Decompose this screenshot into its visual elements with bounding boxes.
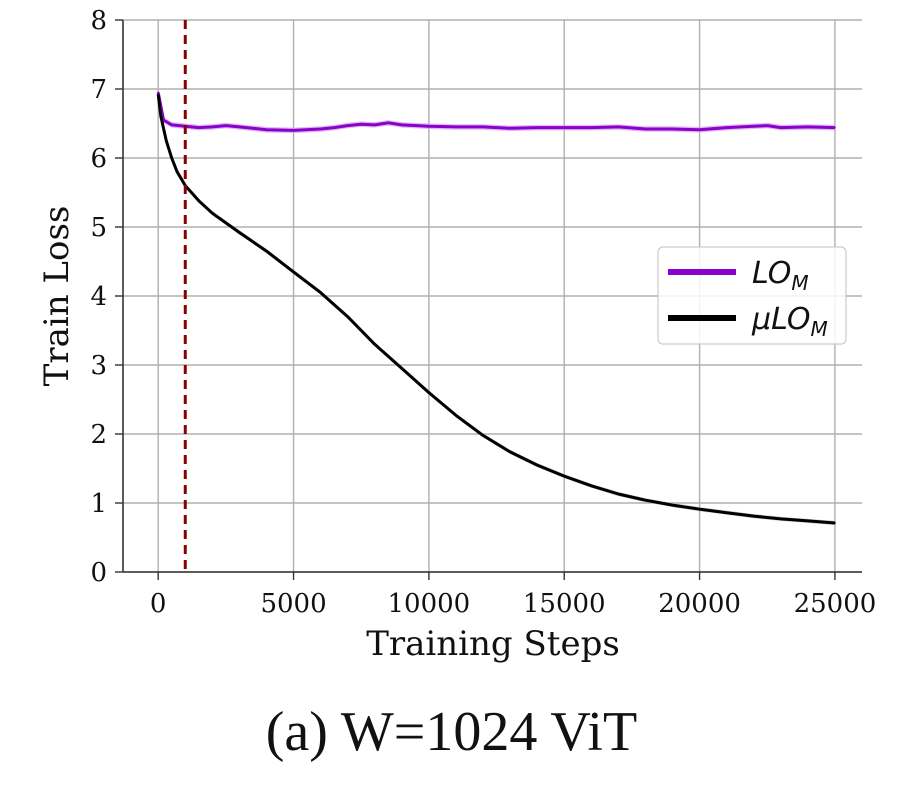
figure-caption: (a) W=1024 ViT [265,701,638,763]
data-point [292,271,295,273]
data-point [752,515,755,517]
data-point [807,126,809,128]
data-point [671,128,674,130]
data-point [346,124,349,127]
x-tick-label: 5000 [260,589,326,619]
y-tick-label: 8 [90,6,107,36]
data-point [333,126,335,129]
data-point [265,250,268,253]
x-tick-label: 15000 [523,589,606,619]
data-point [698,508,701,511]
tick-labels: 0 5000 10000 15000 20000 25000 0 1 2 3 4 5 6 7 8 [90,6,876,619]
y-tick-label: 1 [90,489,107,519]
data-point [834,522,836,524]
legend-label-0: LOM [752,256,809,295]
data-point [698,128,701,131]
data-point [400,367,403,370]
data-point [807,520,809,522]
legend-label-1: μLOM [751,302,828,341]
y-tick-label: 5 [90,213,107,243]
data-point [536,126,539,129]
legend-label-main: μLO [751,302,811,337]
data-point [455,126,457,128]
data-point [617,126,620,128]
x-tick-label: 0 [150,589,167,619]
data-point [617,493,620,495]
data-point [238,126,241,128]
data-point [455,414,457,417]
data-point [766,124,769,127]
data-point [482,126,484,128]
data-point [292,129,295,132]
y-axis-title: Train Loss [37,206,77,387]
data-point [157,93,160,96]
data-point [225,124,227,127]
data-point [725,126,728,129]
data-point [779,126,782,129]
data-point [157,91,160,94]
data-point [725,511,728,514]
data-point [170,157,173,159]
legend-label-subscript: M [811,317,828,341]
series-line-0 [156,92,835,132]
data-point [644,128,647,130]
data-point [834,126,836,129]
data-point [563,475,566,477]
data-point [563,126,566,129]
data-point [160,115,162,118]
y-tick-label: 6 [90,144,107,174]
data-point [752,125,755,128]
data-point [176,170,179,173]
data-point [238,231,241,234]
y-tick-label: 3 [90,351,107,381]
data-point [346,315,349,318]
y-tick-label: 7 [90,75,107,105]
legend-label-subscript: M [791,271,808,295]
data-point [265,128,268,131]
data-point [536,464,539,466]
chart-container: 0 5000 10000 15000 20000 25000 0 1 2 3 4 5 6 7 8 Train… [37,6,876,664]
y-tick-label: 2 [90,420,107,450]
data-point [170,124,173,126]
data-point [590,484,593,487]
data-point [428,125,430,128]
x-tick-label: 25000 [794,589,877,619]
x-tick-label: 10000 [388,589,471,619]
data-point [779,518,782,520]
data-point [360,123,363,126]
data-point [509,127,511,130]
data-point [509,451,511,453]
data-point [671,504,674,506]
x-axis-title: Training Steps [366,624,620,664]
data-point [197,126,200,129]
legend-label-main: LO [752,256,791,291]
line-chart: 0 5000 10000 15000 20000 25000 0 1 2 3 4 5 6 7 8 Train… [37,6,876,664]
y-tick-label: 4 [90,282,107,312]
x-tick-label: 20000 [658,589,741,619]
data-point [400,124,403,126]
data-point [373,124,376,126]
data-point [644,499,647,502]
data-point [373,343,376,346]
data-point [165,139,168,142]
data-point [211,212,214,215]
data-point [387,121,390,124]
data-point [319,291,322,294]
data-point [211,126,214,128]
y-tick-label: 0 [90,558,107,588]
axes [115,19,862,580]
data-point [428,391,430,394]
data-point [319,128,322,130]
data-point [482,434,484,437]
data-point [590,126,593,129]
data-point [197,199,200,202]
